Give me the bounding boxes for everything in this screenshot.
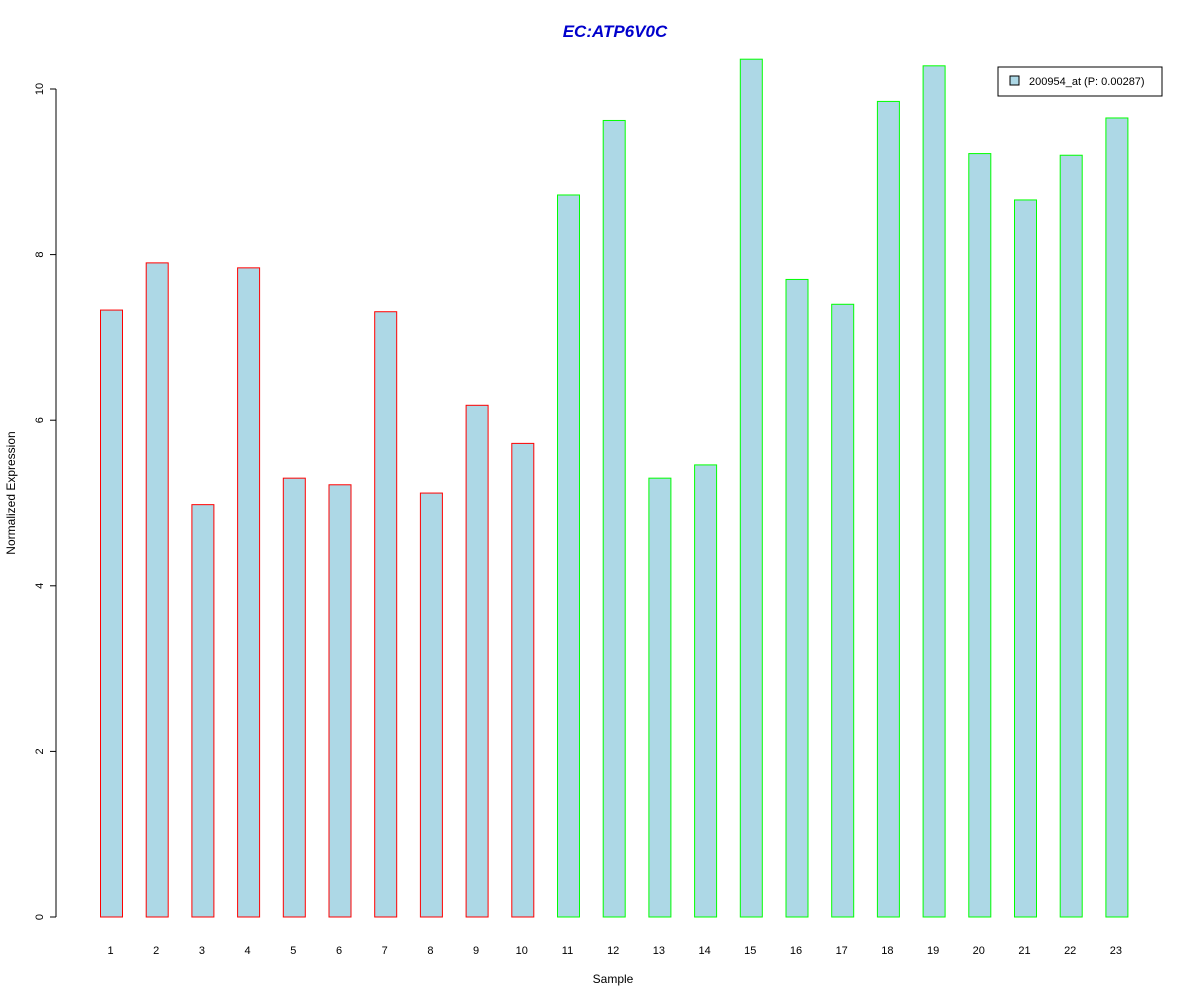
- bar-sample-2: [145, 262, 169, 918]
- x-tick-label: 19: [927, 945, 939, 957]
- x-tick-label: 14: [698, 945, 710, 957]
- x-tick-label: 18: [881, 945, 893, 957]
- x-tick-label: 2: [153, 945, 159, 957]
- chart-title: EC:ATP6V0C: [563, 22, 668, 41]
- y-tick-label: 8: [34, 252, 46, 258]
- x-tick-label: 16: [790, 945, 802, 957]
- bars: [100, 58, 1129, 918]
- x-tick-label: 13: [653, 945, 665, 957]
- y-axis: 0 2 4 6 8 10: [34, 83, 57, 920]
- bar-sample-5: [282, 477, 306, 918]
- bar-sample-23: [1105, 117, 1129, 918]
- x-tick-label: 23: [1110, 945, 1122, 957]
- x-tick-label: 12: [607, 945, 619, 957]
- bar-sample-22: [1059, 154, 1083, 918]
- y-tick-label: 10: [34, 83, 46, 95]
- y-axis-label: Normalized Expression: [4, 431, 18, 554]
- bar-sample-13: [648, 477, 672, 918]
- x-tick-label: 1: [107, 945, 113, 957]
- bar-sample-7: [374, 311, 398, 918]
- x-tick-label: 5: [290, 945, 296, 957]
- x-tick-label: 8: [427, 945, 433, 957]
- y-tick-label: 4: [34, 583, 46, 589]
- x-axis-label: Sample: [593, 972, 634, 986]
- y-tick-label: 6: [34, 417, 46, 423]
- x-tick-label: 10: [516, 945, 528, 957]
- bar-sample-9: [465, 404, 489, 918]
- x-tick-label: 7: [382, 945, 388, 957]
- legend-entry: 200954_at (P: 0.00287): [1029, 76, 1145, 88]
- x-tick-label: 22: [1064, 945, 1076, 957]
- bar-sample-8: [419, 492, 443, 918]
- bar-sample-4: [237, 267, 261, 918]
- bar-sample-19: [922, 65, 946, 918]
- bar-sample-1: [100, 309, 123, 918]
- x-tick-label: 15: [744, 945, 756, 957]
- x-tick-label: 20: [973, 945, 985, 957]
- bar-sample-3: [191, 504, 215, 918]
- bar-sample-21: [1014, 199, 1037, 918]
- x-tick-label: 9: [473, 945, 479, 957]
- bar-sample-20: [968, 153, 992, 918]
- x-tick-label: 17: [836, 945, 848, 957]
- legend-swatch: [1009, 75, 1020, 86]
- bar-sample-17: [831, 303, 855, 918]
- x-tick-label: 21: [1018, 945, 1030, 957]
- bar-sample-14: [694, 464, 718, 918]
- legend: 200954_at (P: 0.00287): [997, 66, 1163, 97]
- bar-sample-10: [511, 442, 535, 918]
- x-tick-labels: 1 2 3 4 5 6 7 8 9 10 11 12 13 14 15 16 17 18 19 20 21 22 23: [107, 945, 1122, 957]
- bar-sample-15: [739, 58, 763, 918]
- y-tick-label: 2: [34, 748, 46, 754]
- x-tick-label: 3: [199, 945, 205, 957]
- y-tick-label: 0: [34, 914, 46, 920]
- bar-sample-11: [557, 194, 580, 918]
- bar-sample-6: [328, 484, 352, 918]
- bar-sample-12: [602, 119, 626, 918]
- x-tick-label: 6: [336, 945, 342, 957]
- legend-box: [997, 66, 1163, 97]
- bar-sample-18: [876, 100, 900, 918]
- bar-sample-16: [785, 278, 809, 918]
- x-tick-label: 4: [245, 945, 251, 957]
- x-tick-label: 11: [562, 945, 573, 957]
